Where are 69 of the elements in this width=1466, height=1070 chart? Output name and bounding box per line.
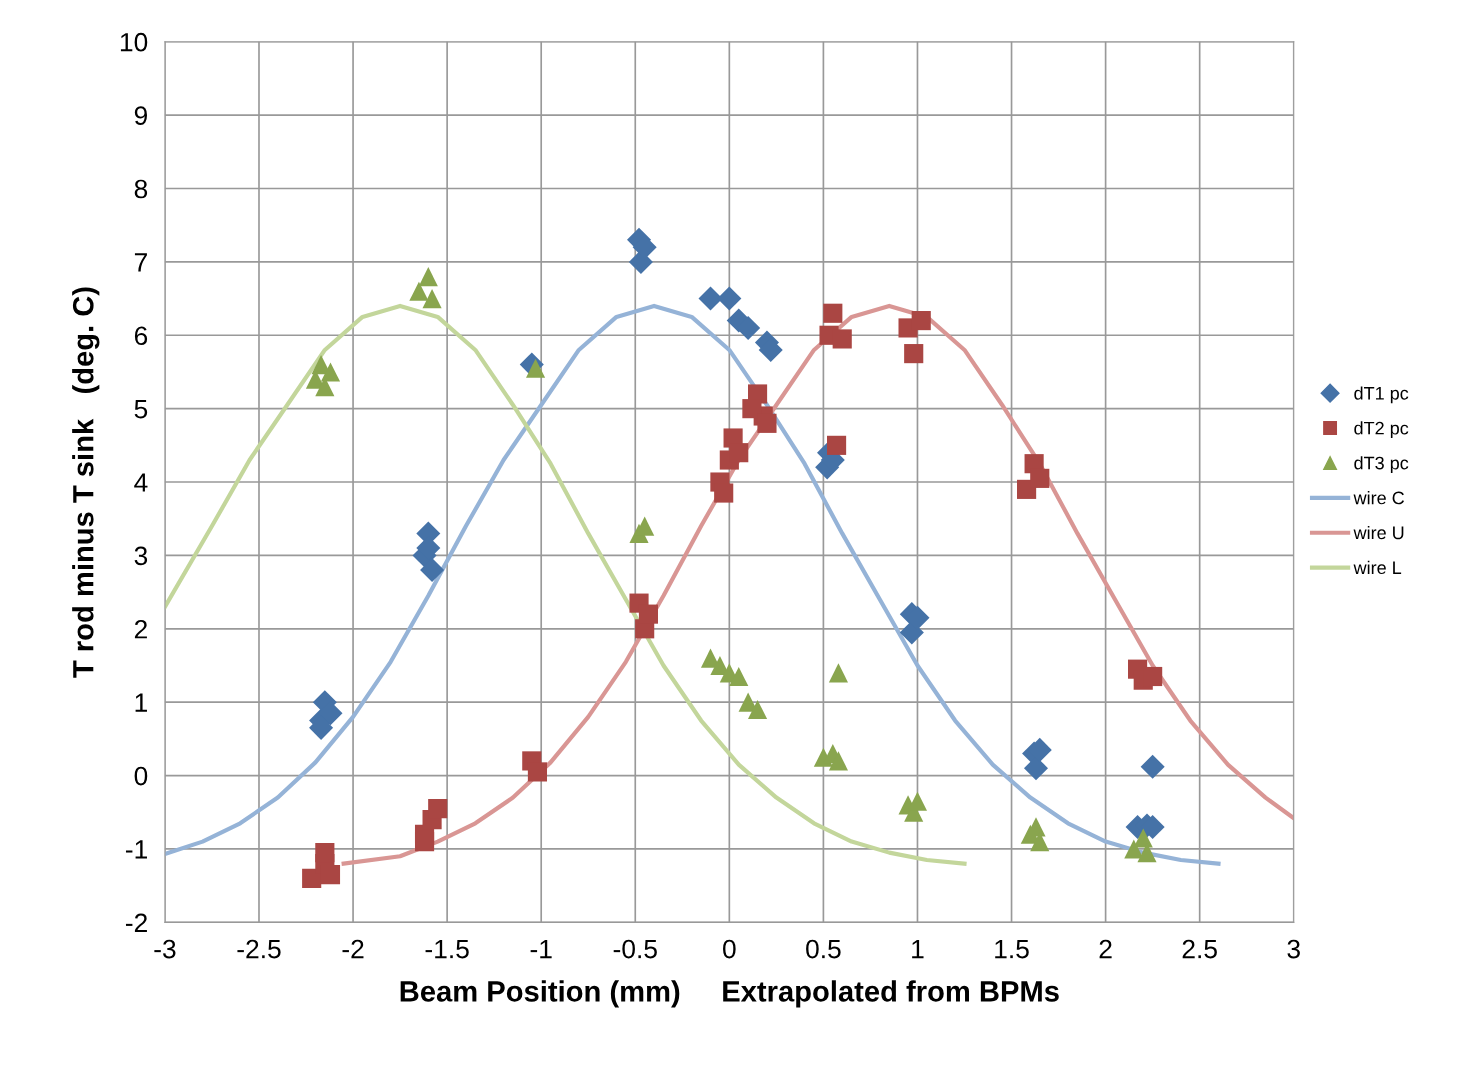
point <box>527 762 548 782</box>
x-tick-label: 1.5 <box>995 939 1029 959</box>
point <box>828 663 849 683</box>
point <box>525 358 546 378</box>
x-tick-label: 2 <box>1099 939 1112 959</box>
point <box>420 558 445 583</box>
y-tick-label: 3 <box>134 546 148 566</box>
point <box>717 286 742 311</box>
point <box>302 868 322 888</box>
legend-label: wire U <box>1353 525 1404 540</box>
point <box>414 832 435 852</box>
x-tick-label: -1 <box>530 939 552 959</box>
y-tick-label: 2 <box>134 619 147 639</box>
point <box>747 699 768 720</box>
point <box>742 399 762 419</box>
point <box>1140 754 1165 779</box>
y-tick-label: 8 <box>134 179 148 199</box>
y-tick-label: 1 <box>135 693 147 712</box>
legend-label: dT1 pc <box>1354 386 1409 404</box>
point <box>1030 468 1050 488</box>
legend-label: wire C <box>1353 491 1405 505</box>
point <box>422 289 442 309</box>
x-tick-label: -2 <box>342 939 364 959</box>
legend-label: dT2 pc <box>1354 421 1409 439</box>
point <box>911 311 931 331</box>
point <box>638 604 659 624</box>
y-tick-label: 5 <box>134 400 148 419</box>
x-tick-label: 3 <box>1287 939 1300 959</box>
x-tick-label: 1 <box>912 939 924 959</box>
legend-label: dT3 pc <box>1354 456 1409 474</box>
line-series <box>341 303 1294 866</box>
y-tick-label: 7 <box>134 253 147 272</box>
x-tick-label: 0.5 <box>806 939 841 959</box>
x-tick-label: -3 <box>154 939 176 959</box>
point <box>827 435 847 455</box>
point <box>698 286 723 311</box>
point <box>729 443 749 463</box>
y-tick-label: -1 <box>125 840 147 859</box>
legend-label: wire L <box>1353 560 1402 575</box>
x-axis-title: Beam Position (mm) Extrapolated from BPMs <box>400 980 1059 1008</box>
x-tick-label: 2.5 <box>1182 939 1217 959</box>
x-tick-label: 0 <box>723 939 736 959</box>
point <box>904 344 924 364</box>
y-axis-title: T rod minus T sink (deg. C) <box>72 287 100 678</box>
point <box>828 751 849 771</box>
x-tick-label: -0.5 <box>613 939 657 959</box>
point <box>418 266 438 287</box>
point <box>409 281 429 301</box>
point <box>320 362 341 382</box>
x-tick-label: -1.5 <box>425 939 469 959</box>
point <box>714 483 734 503</box>
point <box>832 329 852 349</box>
point <box>736 315 761 340</box>
point <box>428 799 448 819</box>
line-series <box>164 303 1221 866</box>
point <box>729 666 749 687</box>
y-tick-label: 6 <box>134 326 148 346</box>
point <box>315 843 335 863</box>
x-tick-label: -2.5 <box>237 939 281 959</box>
point <box>823 303 843 323</box>
point <box>1133 828 1153 848</box>
point <box>320 865 341 885</box>
y-tick-label: -2 <box>125 913 147 932</box>
y-tick-label: 0 <box>134 766 148 786</box>
y-tick-label: 10 <box>120 32 148 52</box>
point <box>757 413 777 433</box>
y-tick-label: 9 <box>134 106 148 125</box>
y-tick-label: 4 <box>134 473 148 492</box>
line-series <box>164 303 967 866</box>
